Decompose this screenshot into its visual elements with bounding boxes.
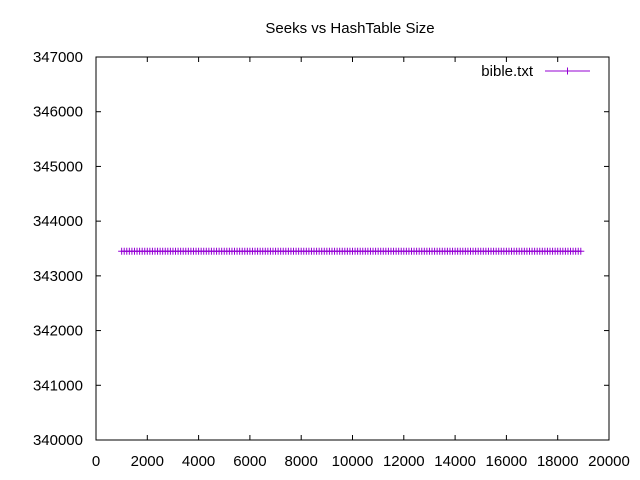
y-tick-label: 342000 bbox=[33, 323, 83, 340]
x-tick-label: 12000 bbox=[383, 453, 425, 470]
legend-label: bible.txt bbox=[481, 63, 534, 80]
y-tick-label: 347000 bbox=[33, 49, 83, 66]
legend-marker bbox=[564, 67, 571, 75]
y-tick-label: 340000 bbox=[33, 432, 83, 449]
y-axis: 340000 341000 342000 343000 344000 345000 3460… bbox=[33, 49, 609, 449]
y-tick-label: 345000 bbox=[33, 158, 83, 175]
x-tick-label: 20000 bbox=[588, 453, 630, 470]
y-tick-label: 344000 bbox=[33, 213, 83, 230]
x-tick-label: 18000 bbox=[537, 453, 579, 470]
x-tick-label: 14000 bbox=[434, 453, 476, 470]
x-tick-label: 10000 bbox=[332, 453, 374, 470]
x-tick-label: 0 bbox=[92, 453, 100, 470]
legend: bible.txt bbox=[481, 63, 590, 80]
series-layer bbox=[118, 247, 585, 255]
x-tick-label: 2000 bbox=[131, 453, 164, 470]
y-tick-label: 341000 bbox=[33, 377, 83, 394]
data-point bbox=[577, 247, 585, 255]
chart-title: Seeks vs HashTable Size bbox=[265, 20, 434, 37]
x-axis: 0 2000 4000 6000 8000 10000 12000 14000 16000 180… bbox=[92, 57, 630, 470]
x-tick-label: 6000 bbox=[233, 453, 266, 470]
x-tick-label: 8000 bbox=[285, 453, 318, 470]
y-tick-label: 343000 bbox=[33, 268, 83, 285]
y-tick-label: 346000 bbox=[33, 104, 83, 121]
x-tick-label: 16000 bbox=[486, 453, 528, 470]
x-tick-label: 4000 bbox=[182, 453, 215, 470]
